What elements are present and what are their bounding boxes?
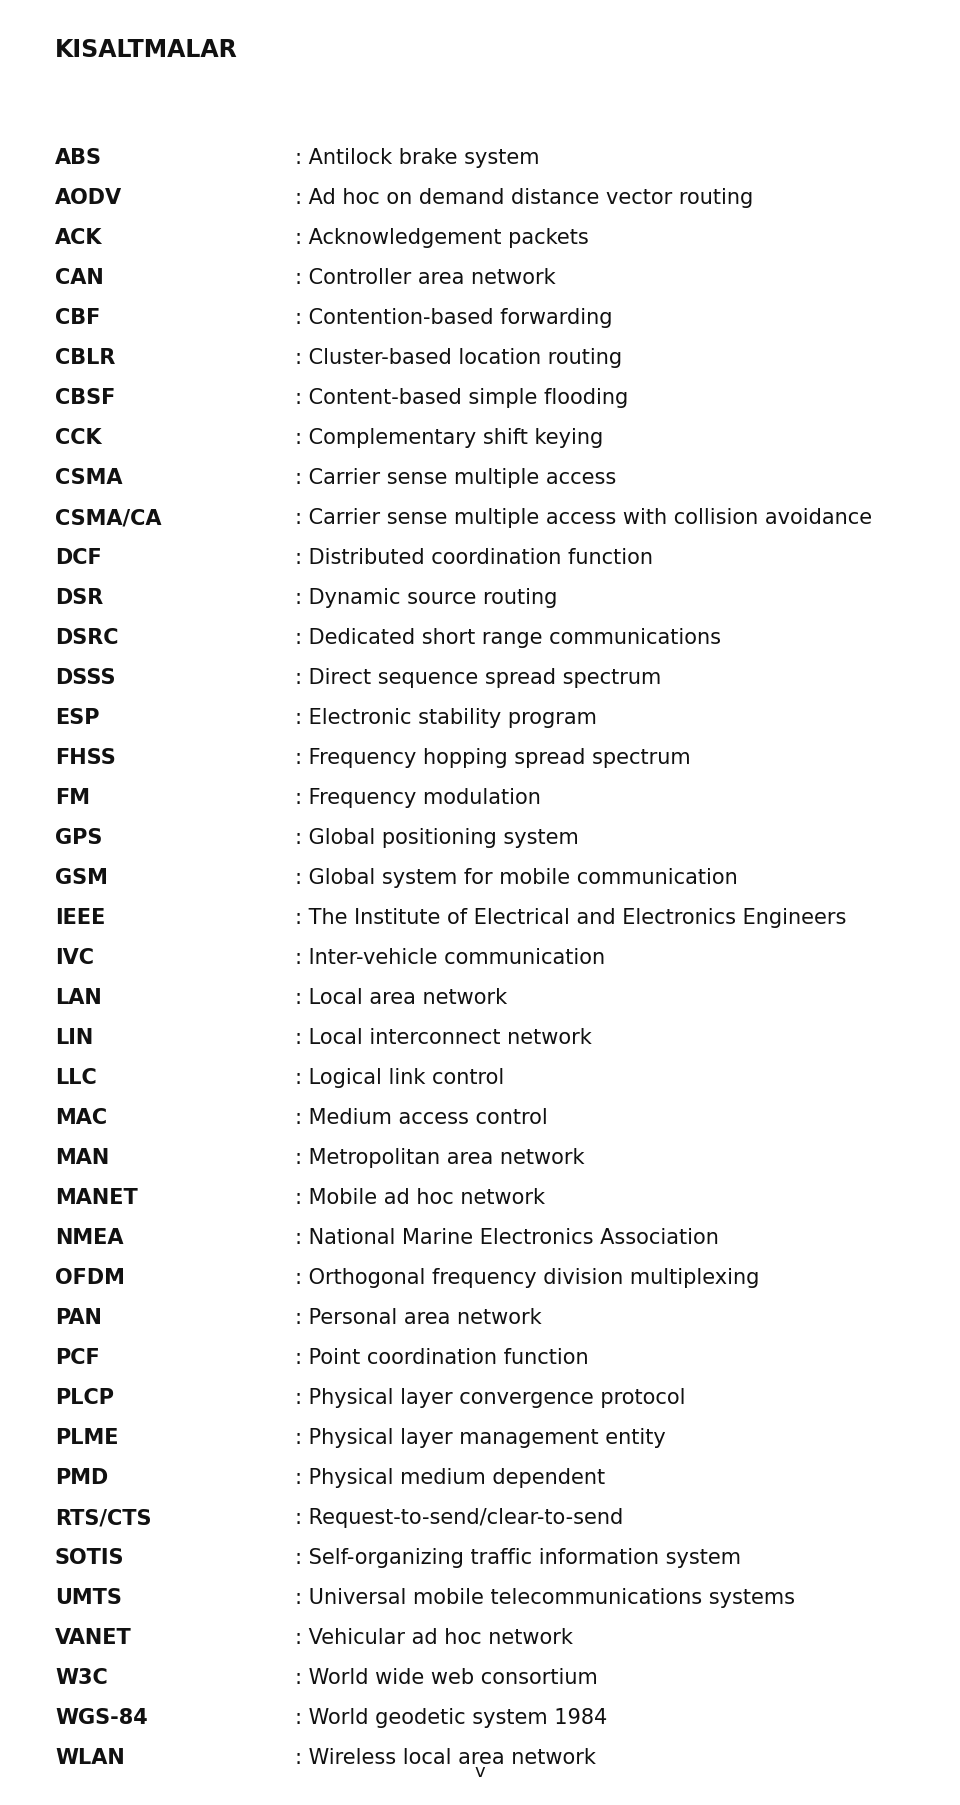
Text: MANET: MANET [55, 1188, 137, 1208]
Text: : Inter-vehicle communication: : Inter-vehicle communication [295, 948, 605, 967]
Text: : Orthogonal frequency division multiplexing: : Orthogonal frequency division multiple… [295, 1267, 759, 1289]
Text: : Request-to-send/clear-to-send: : Request-to-send/clear-to-send [295, 1507, 623, 1529]
Text: : Frequency modulation: : Frequency modulation [295, 789, 540, 809]
Text: : Physical layer management entity: : Physical layer management entity [295, 1428, 665, 1448]
Text: : Local interconnect network: : Local interconnect network [295, 1029, 591, 1049]
Text: : World wide web consortium: : World wide web consortium [295, 1668, 598, 1688]
Text: FHSS: FHSS [55, 747, 116, 767]
Text: DSSS: DSSS [55, 668, 115, 688]
Text: PLME: PLME [55, 1428, 118, 1448]
Text: NMEA: NMEA [55, 1227, 124, 1247]
Text: PLCP: PLCP [55, 1388, 114, 1408]
Text: MAN: MAN [55, 1148, 109, 1168]
Text: ACK: ACK [55, 227, 103, 247]
Text: : Vehicular ad hoc network: : Vehicular ad hoc network [295, 1628, 573, 1648]
Text: VANET: VANET [55, 1628, 132, 1648]
Text: DSRC: DSRC [55, 628, 118, 648]
Text: : Carrier sense multiple access: : Carrier sense multiple access [295, 467, 616, 487]
Text: PCF: PCF [55, 1348, 100, 1368]
Text: : The Institute of Electrical and Electronics Engineers: : The Institute of Electrical and Electr… [295, 908, 847, 928]
Text: FM: FM [55, 789, 90, 809]
Text: CSMA: CSMA [55, 467, 123, 487]
Text: LIN: LIN [55, 1029, 93, 1049]
Text: : Medium access control: : Medium access control [295, 1108, 548, 1128]
Text: CSMA/CA: CSMA/CA [55, 507, 161, 529]
Text: CBF: CBF [55, 309, 101, 329]
Text: IVC: IVC [55, 948, 94, 967]
Text: : Universal mobile telecommunications systems: : Universal mobile telecommunications sy… [295, 1588, 795, 1608]
Text: : Content-based simple flooding: : Content-based simple flooding [295, 388, 628, 408]
Text: SOTIS: SOTIS [55, 1549, 125, 1569]
Text: GSM: GSM [55, 868, 108, 888]
Text: : Wireless local area network: : Wireless local area network [295, 1747, 596, 1769]
Text: DCF: DCF [55, 549, 102, 569]
Text: PMD: PMD [55, 1467, 108, 1487]
Text: CAN: CAN [55, 267, 104, 289]
Text: WLAN: WLAN [55, 1747, 125, 1769]
Text: RTS/CTS: RTS/CTS [55, 1507, 152, 1529]
Text: : Controller area network: : Controller area network [295, 267, 556, 289]
Text: WGS-84: WGS-84 [55, 1708, 148, 1727]
Text: : Ad hoc on demand distance vector routing: : Ad hoc on demand distance vector routi… [295, 188, 754, 208]
Text: : Physical layer convergence protocol: : Physical layer convergence protocol [295, 1388, 685, 1408]
Text: : National Marine Electronics Association: : National Marine Electronics Associatio… [295, 1227, 719, 1247]
Text: GPS: GPS [55, 828, 103, 848]
Text: : Physical medium dependent: : Physical medium dependent [295, 1467, 605, 1487]
Text: PAN: PAN [55, 1309, 102, 1328]
Text: LLC: LLC [55, 1069, 97, 1088]
Text: : Local area network: : Local area network [295, 987, 507, 1007]
Text: : Personal area network: : Personal area network [295, 1309, 541, 1328]
Text: : Distributed coordination function: : Distributed coordination function [295, 549, 653, 569]
Text: IEEE: IEEE [55, 908, 106, 928]
Text: : Complementary shift keying: : Complementary shift keying [295, 428, 603, 448]
Text: : Direct sequence spread spectrum: : Direct sequence spread spectrum [295, 668, 661, 688]
Text: v: v [474, 1763, 486, 1782]
Text: : World geodetic system 1984: : World geodetic system 1984 [295, 1708, 608, 1727]
Text: LAN: LAN [55, 987, 102, 1007]
Text: CCK: CCK [55, 428, 102, 448]
Text: DSR: DSR [55, 588, 104, 608]
Text: CBLR: CBLR [55, 348, 115, 368]
Text: : Acknowledgement packets: : Acknowledgement packets [295, 227, 588, 247]
Text: ABS: ABS [55, 148, 102, 168]
Text: : Dedicated short range communications: : Dedicated short range communications [295, 628, 721, 648]
Text: OFDM: OFDM [55, 1267, 125, 1289]
Text: MAC: MAC [55, 1108, 108, 1128]
Text: : Global positioning system: : Global positioning system [295, 828, 579, 848]
Text: : Carrier sense multiple access with collision avoidance: : Carrier sense multiple access with col… [295, 507, 872, 529]
Text: : Contention-based forwarding: : Contention-based forwarding [295, 309, 612, 329]
Text: : Dynamic source routing: : Dynamic source routing [295, 588, 558, 608]
Text: : Cluster-based location routing: : Cluster-based location routing [295, 348, 622, 368]
Text: : Logical link control: : Logical link control [295, 1069, 504, 1088]
Text: UMTS: UMTS [55, 1588, 122, 1608]
Text: : Self-organizing traffic information system: : Self-organizing traffic information sy… [295, 1549, 741, 1569]
Text: W3C: W3C [55, 1668, 108, 1688]
Text: : Global system for mobile communication: : Global system for mobile communication [295, 868, 737, 888]
Text: : Mobile ad hoc network: : Mobile ad hoc network [295, 1188, 545, 1208]
Text: : Antilock brake system: : Antilock brake system [295, 148, 540, 168]
Text: : Metropolitan area network: : Metropolitan area network [295, 1148, 585, 1168]
Text: ESP: ESP [55, 708, 100, 727]
Text: : Electronic stability program: : Electronic stability program [295, 708, 597, 727]
Text: AODV: AODV [55, 188, 122, 208]
Text: : Point coordination function: : Point coordination function [295, 1348, 588, 1368]
Text: : Frequency hopping spread spectrum: : Frequency hopping spread spectrum [295, 747, 690, 767]
Text: CBSF: CBSF [55, 388, 115, 408]
Text: KISALTMALAR: KISALTMALAR [55, 38, 238, 61]
